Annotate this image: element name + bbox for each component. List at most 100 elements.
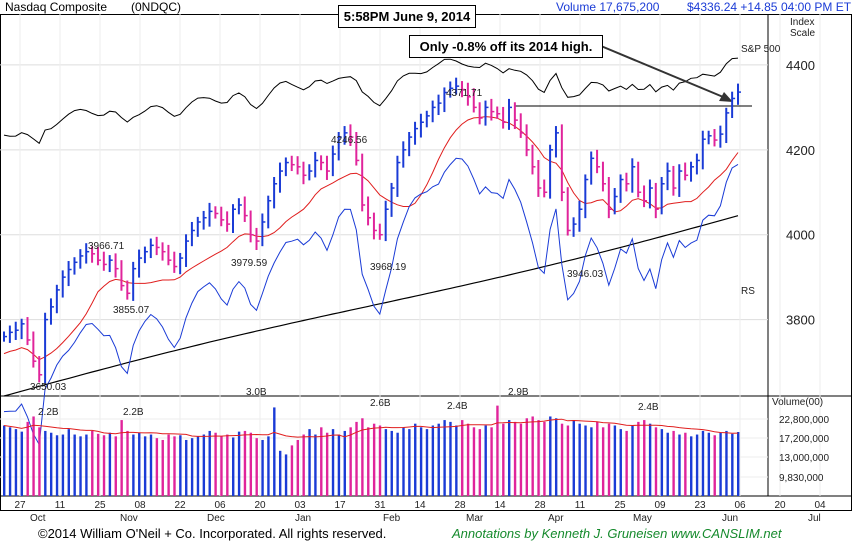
volume-bar: [337, 434, 341, 496]
volume-bar: [543, 421, 546, 496]
volume-annotation: 2.2B: [123, 407, 144, 418]
volume-bar: [302, 434, 305, 496]
date-tick-label: 06: [214, 500, 226, 511]
volume-bar: [725, 430, 728, 496]
volume-bar: [684, 432, 687, 496]
volume-tick-label: 13,000,000: [779, 453, 829, 464]
volume-bar: [701, 430, 705, 496]
volume-bar: [290, 445, 294, 496]
volume-bar: [44, 430, 47, 496]
volume-bar: [449, 421, 452, 496]
volume-bar: [443, 420, 446, 496]
volume-bar: [79, 436, 82, 496]
rs-label: RS: [741, 286, 755, 297]
date-tick-label: 17: [334, 500, 346, 511]
volume-bar: [637, 421, 640, 496]
volume-bar: [378, 425, 382, 496]
volume-bar: [590, 427, 593, 496]
volume-bar: [455, 425, 458, 496]
date-tick-label: 09: [654, 500, 666, 511]
volume-bar: [284, 454, 288, 496]
volume-bar: [273, 407, 276, 496]
time-readout: 04:00 PM ET: [781, 0, 852, 14]
volume-readout: Volume 17,675,200: [556, 0, 660, 14]
volume-bar: [396, 432, 399, 496]
volume-bar: [85, 434, 88, 496]
volume-bar: [554, 418, 558, 496]
month-label: Mar: [466, 513, 484, 524]
volume-bar: [255, 438, 258, 496]
volume-bar: [496, 405, 499, 496]
volume-bar: [425, 429, 429, 496]
volume-bar: [402, 427, 405, 496]
volume-bar: [308, 429, 311, 496]
volume-bar: [196, 436, 200, 496]
price-tick-label: 4000: [786, 228, 815, 243]
price-annotation: 3946.03: [567, 269, 604, 280]
volume-bar: [372, 423, 376, 496]
month-label: Jun: [722, 513, 738, 524]
volume-bar: [73, 434, 76, 496]
volume-annotation: 2.2B: [38, 407, 59, 418]
volume-bar: [320, 427, 323, 496]
volume-bar: [55, 435, 59, 496]
volume-bar: [243, 430, 247, 496]
volume-bar: [278, 450, 282, 496]
volume-bar: [672, 430, 675, 496]
volume-bar: [654, 427, 658, 496]
volume-bar: [648, 423, 652, 496]
date-tick-label: 28: [534, 500, 546, 511]
index-scale-line-2: Scale: [790, 28, 816, 39]
volume-tick-label: 17,200,000: [779, 434, 829, 445]
rs-line: [3, 157, 739, 447]
month-label: May: [633, 513, 652, 524]
volume-bar: [343, 430, 346, 496]
volume-tick-label: 22,800,000: [779, 415, 829, 426]
volume-tick-label: 9,830,000: [779, 473, 824, 484]
volume-bar: [220, 436, 223, 496]
date-tick-label: 25: [94, 500, 106, 511]
volume-bar: [96, 433, 100, 496]
date-tick-label: 27: [14, 500, 26, 511]
date-tick-label: 20: [254, 500, 266, 511]
volume-bar: [631, 425, 634, 496]
volume-bar: [179, 435, 182, 496]
date-tick-label: 03: [294, 500, 306, 511]
volume-annotation: 2.4B: [638, 402, 659, 413]
volume-bar: [114, 436, 117, 496]
sp500-label: S&P 500: [741, 44, 781, 55]
index-symbol: (0NDQC): [131, 0, 181, 14]
volume-bar: [190, 438, 194, 496]
price-tick-label: 4200: [786, 143, 815, 158]
volume-bar: [478, 429, 482, 496]
volume-bar: [226, 434, 229, 496]
volume-bar: [8, 427, 12, 496]
volume-bar: [719, 432, 722, 496]
volume-bar: [349, 427, 352, 496]
volume-annotation: 3.0B: [246, 387, 267, 398]
date-tick-label: 31: [374, 500, 386, 511]
volume-bar: [484, 425, 487, 496]
ma200-line: [3, 215, 739, 397]
volume-bar: [173, 436, 176, 496]
volume-bar: [466, 423, 470, 496]
volume-bar: [167, 434, 170, 496]
volume-bar: [437, 423, 440, 496]
volume-bar: [91, 430, 94, 496]
volume-bar: [331, 429, 335, 496]
volume-bar: [3, 425, 6, 496]
annotation-credit: Annotations by Kenneth J. Gruneisen www.…: [452, 526, 782, 541]
volume-bar: [61, 434, 65, 496]
volume-bar: [560, 423, 564, 496]
volume-bar: [607, 423, 611, 496]
volume-bar: [707, 432, 711, 496]
price-annotation: 3650.03: [30, 382, 67, 393]
volume-bar: [619, 429, 622, 496]
annotation-note: Only -0.8% off its 2014 high.: [409, 35, 603, 58]
volume-bar: [232, 437, 235, 496]
volume-bar: [507, 420, 511, 496]
volume-bar: [38, 427, 41, 496]
volume-bar: [67, 429, 70, 496]
volume-bar: [32, 416, 35, 496]
volume-bar: [678, 434, 681, 496]
